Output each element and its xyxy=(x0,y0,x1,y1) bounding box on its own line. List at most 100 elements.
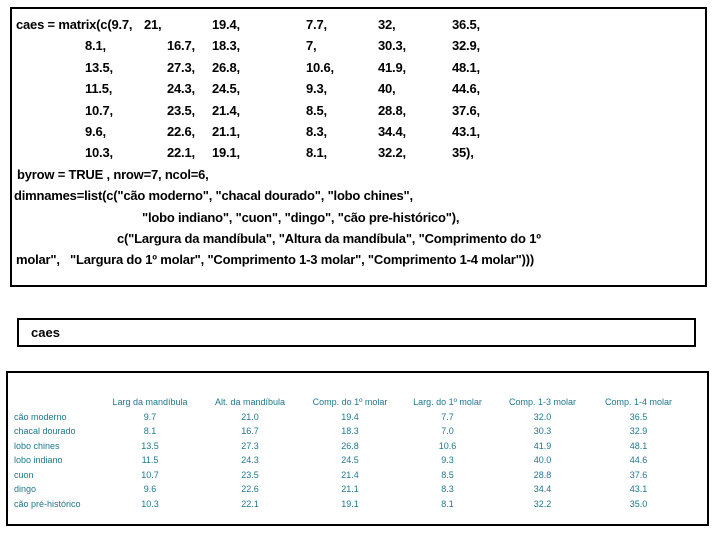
code-text: byrow = TRUE , nrow=7, ncol=6, xyxy=(17,166,209,182)
matrix-value: 19.1, xyxy=(212,145,240,161)
table-cell: 21.4 xyxy=(341,469,359,480)
matrix-value: 26.8, xyxy=(212,59,240,75)
table-cell: 10.7 xyxy=(141,469,159,480)
matrix-row-5: 10.7, 23.5, 21.4, 8.5, 28.8, 37.6, xyxy=(12,101,705,122)
matrix-value: 21.1, xyxy=(212,123,240,139)
matrix-value: 9.6, xyxy=(85,123,106,139)
matrix-value: 18.3, xyxy=(212,38,240,54)
command-text: caes xyxy=(31,325,60,340)
matrix-row-7: 10.3, 22.1, 19.1, 8.1, 32.2, 35), xyxy=(12,143,705,164)
matrix-row-1: caes = matrix(c(9.7, 21, 19.4, 7.7, 32, … xyxy=(12,15,705,36)
table-cell: 32.0 xyxy=(533,411,552,422)
code-text: molar", "Largura do 1º molar", "Comprime… xyxy=(16,252,534,268)
matrix-value: 27.3, xyxy=(167,59,195,75)
matrix-value: 32.2, xyxy=(378,145,406,161)
matrix-value: 7, xyxy=(306,38,317,54)
matrix-value: 8.5, xyxy=(306,102,327,118)
table-cell: 24.3 xyxy=(241,455,259,465)
table-cell: 8.5 xyxy=(441,469,454,480)
dimnames-line-4: molar", "Largura do 1º molar", "Comprime… xyxy=(12,250,705,271)
matrix-value: 19.4, xyxy=(212,17,240,32)
matrix-value: 41.9, xyxy=(378,59,406,75)
table-cell: 24.5 xyxy=(341,455,359,465)
matrix-value: 8.1, xyxy=(306,145,327,161)
matrix-value: 30.3, xyxy=(378,38,406,54)
table-cell: 32.9 xyxy=(629,426,648,436)
output-table: Larg da mandíbula Alt. da mandíbula Comp… xyxy=(8,373,707,511)
row-label: chacal dourado xyxy=(14,426,76,436)
dimnames-line-3: c("Largura da mandíbula", "Altura da man… xyxy=(12,229,705,250)
table-cell: 34.4 xyxy=(533,484,552,494)
dimnames-line-2: "lobo indiano", "cuon", "dingo", "cão pr… xyxy=(12,208,705,229)
table-cell: 19.4 xyxy=(341,411,359,422)
table-cell: 41.9 xyxy=(533,440,552,451)
table-cell: 13.5 xyxy=(141,440,159,451)
table-cell: 32.2 xyxy=(533,498,552,509)
row-label: lobo indiano xyxy=(14,455,63,465)
column-header: Larg da mandíbula xyxy=(112,397,188,407)
row-label: cão pré-histórico xyxy=(14,498,81,509)
table-cell: 23.5 xyxy=(241,469,259,480)
table-cell: 22.6 xyxy=(241,484,259,494)
matrix-value: 32, xyxy=(378,17,396,32)
matrix-value: 43.1, xyxy=(452,123,480,139)
table-cell: 44.6 xyxy=(629,455,648,465)
table-cell: 48.1 xyxy=(629,440,648,451)
table-cell: 7.0 xyxy=(441,426,454,436)
matrix-value: 21.4, xyxy=(212,102,240,118)
code-text: "lobo indiano", "cuon", "dingo", "cão pr… xyxy=(142,209,460,225)
matrix-value: 7.7, xyxy=(306,17,327,32)
matrix-value: 34.4, xyxy=(378,123,406,139)
matrix-value: 10.3, xyxy=(85,145,113,161)
matrix-row-4: 11.5, 24.3, 24.5, 9.3, 40, 44.6, xyxy=(12,79,705,100)
matrix-value: 32.9, xyxy=(452,38,480,54)
table-cell: 8.1 xyxy=(143,426,157,436)
table-cell: 10.3 xyxy=(141,498,159,509)
matrix-value: 40, xyxy=(378,81,396,97)
matrix-prefix: caes = matrix(c(9.7, xyxy=(16,17,133,32)
output-table-box: Larg da mandíbula Alt. da mandíbula Comp… xyxy=(6,371,709,526)
table-cell: 27.3 xyxy=(241,440,259,451)
row-label: cão moderno xyxy=(14,411,67,422)
table-cell: 9.7 xyxy=(143,411,157,422)
matrix-value: 10.7, xyxy=(85,102,113,118)
matrix-value: 24.5, xyxy=(212,81,240,97)
table-cell: 10.6 xyxy=(438,440,457,451)
matrix-value: 8.3, xyxy=(306,123,327,139)
corner-cell xyxy=(14,395,100,410)
table-cell: 19.1 xyxy=(341,498,359,509)
table-cell: 9.6 xyxy=(143,484,157,494)
matrix-row-3: 13.5, 27.3, 26.8, 10.6, 41.9, 48.1, xyxy=(12,58,705,79)
dimnames-line-1: dimnames=list(c("cão moderno", "chacal d… xyxy=(12,186,705,207)
table-cell: 9.3 xyxy=(441,455,454,465)
table-cell: 30.3 xyxy=(533,426,552,436)
column-header: Comp. 1-4 molar xyxy=(604,397,673,407)
matrix-value: 35), xyxy=(452,145,474,161)
matrix-value: 16.7, xyxy=(167,38,195,54)
matrix-value: 37.6, xyxy=(452,102,480,118)
column-header: Comp. do 1º molar xyxy=(312,397,388,407)
table-cell: 37.6 xyxy=(629,469,648,480)
table-cell: 21.1 xyxy=(341,484,359,494)
table-cell: 21.0 xyxy=(241,411,259,422)
table-cell: 18.3 xyxy=(341,426,359,436)
table-cell: 43.1 xyxy=(629,484,648,494)
code-text: c("Largura da mandíbula", "Altura da man… xyxy=(117,230,541,246)
table-cell: 7.7 xyxy=(441,411,454,422)
matrix-value: 36.5, xyxy=(452,17,480,32)
matrix-value: 8.1, xyxy=(85,38,106,54)
matrix-value: 11.5, xyxy=(85,81,113,97)
row-label: cuon xyxy=(14,469,34,480)
table-cell: 35.0 xyxy=(629,498,648,509)
matrix-row-6: 9.6, 22.6, 21.1, 8.3, 34.4, 43.1, xyxy=(12,122,705,143)
matrix-value: 44.6, xyxy=(452,81,480,97)
matrix-value: 21, xyxy=(144,17,162,32)
table-cell: 26.8 xyxy=(341,440,359,451)
byrow-line: byrow = TRUE , nrow=7, ncol=6, xyxy=(12,165,705,186)
column-header: Larg. do 1º molar xyxy=(413,397,482,407)
column-header: Alt. da mandíbula xyxy=(214,397,286,407)
matrix-value: 22.6, xyxy=(167,123,195,139)
table-cell: 40.0 xyxy=(533,455,552,465)
matrix-value: 9.3, xyxy=(306,81,327,97)
matrix-value: 48.1, xyxy=(452,59,480,75)
